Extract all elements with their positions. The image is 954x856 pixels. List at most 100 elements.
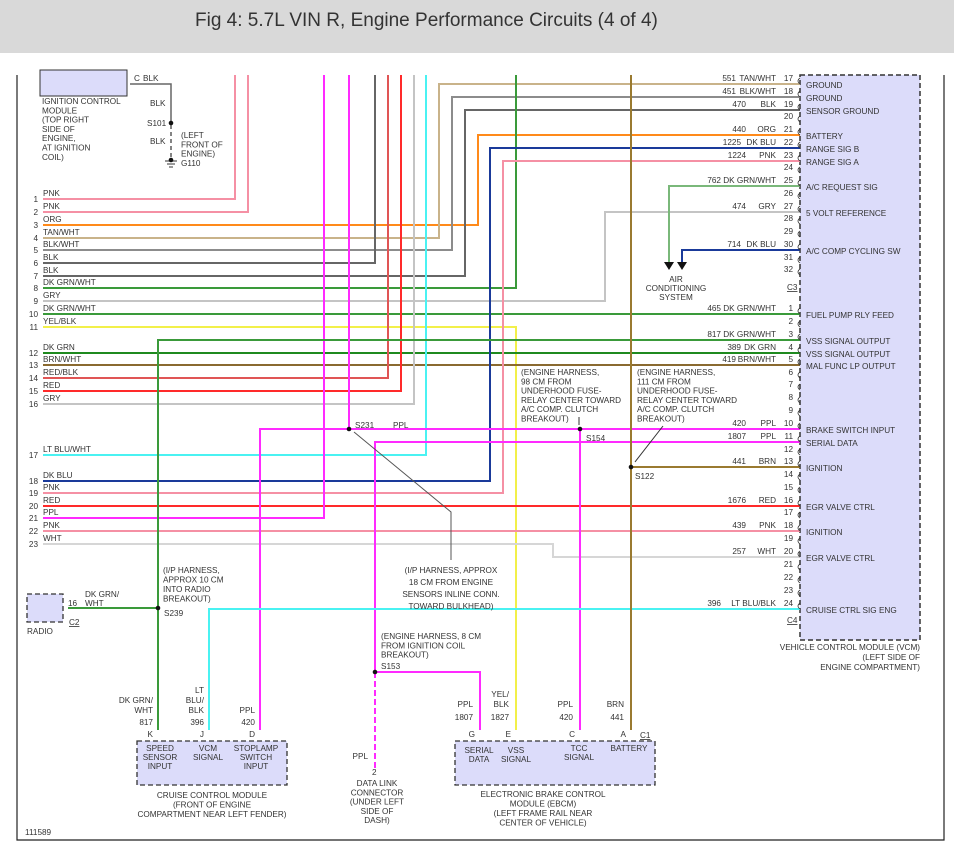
vcm-pin-number: 13: [784, 457, 794, 466]
splice-label: S153: [381, 662, 401, 671]
ground-note: FRONT OF: [181, 140, 223, 149]
pin-terminal-icon: [797, 435, 801, 443]
circuit-number: 420: [241, 718, 255, 727]
pin-terminal-icon: [797, 256, 801, 264]
left-pin-number: 6: [33, 259, 38, 268]
wire-420-brake: [259, 428, 800, 730]
vcm-circuit-number: 439: [732, 521, 746, 530]
vcm-pin-function: FUEL PUMP RLY FEED: [806, 311, 894, 320]
vcm-circuit-number: 389: [727, 343, 741, 352]
wire-color-label: PPL: [458, 700, 474, 709]
vcm-pin-function: BRAKE SWITCH INPUT: [806, 426, 895, 435]
pin-terminal-icon: [797, 307, 801, 315]
pin-terminal-icon: [797, 589, 801, 597]
cruise-pin-function: SIGNAL: [193, 753, 223, 762]
left-wire-color: PNK: [43, 189, 60, 198]
cruise-module-caption: CRUISE CONTROL MODULE: [157, 791, 268, 800]
vcm-circuit-number: 440: [732, 125, 746, 134]
left-wire-color: PNK: [43, 521, 60, 530]
wire-blk-7: [43, 109, 800, 277]
left-wire-color: PNK: [43, 202, 60, 211]
radio-wire-color: DK GRN/: [85, 590, 120, 599]
pin-terminal-icon: [797, 576, 801, 584]
wire-color-label: BLK: [494, 700, 510, 709]
radio-pin: 16: [68, 599, 78, 608]
wire-tan-wht-4: [43, 83, 800, 239]
ignition-wire-color: BLK: [143, 74, 159, 83]
left-wire-color: PNK: [43, 483, 60, 492]
connector-label-c4: C4: [787, 616, 798, 625]
ebcm-pin-function: TCC: [571, 744, 588, 753]
splice-label: S122: [635, 472, 655, 481]
pin-terminal-icon: [797, 563, 801, 571]
pin-terminal-icon: [797, 383, 801, 391]
pin-terminal-icon: [797, 499, 801, 507]
splice-note: (I/P HARNESS,: [163, 566, 220, 575]
vcm-wire-color: TAN/WHT: [739, 74, 776, 83]
vcm-pin-number: 19: [784, 534, 794, 543]
radio-connector-label: C2: [69, 618, 80, 627]
wire-dk-grn-wht-8: [43, 75, 517, 289]
pin-terminal-icon: [797, 422, 801, 430]
vcm-pin-function: RANGE SIG B: [806, 145, 860, 154]
pin-terminal-icon: [797, 77, 801, 85]
vcm-pin-function: SERIAL DATA: [806, 439, 858, 448]
vcm-pin-function: CRUISE CTRL SIG ENG: [806, 606, 897, 615]
left-pin-number: 16: [29, 400, 39, 409]
ignition-module-caption: (TOP RIGHT: [42, 116, 89, 125]
splice-s122: [628, 464, 634, 470]
wire-color-label: WHT: [134, 706, 153, 715]
vcm-pin-number: 23: [784, 151, 794, 160]
vcm-circuit-number: 465: [707, 304, 721, 313]
ignition-module-caption: COIL): [42, 153, 64, 162]
left-pin-number: 8: [33, 284, 38, 293]
wire-pnk-1: [43, 75, 236, 200]
ebcm-pin-letter: G: [469, 730, 475, 739]
vcm-wire-color: BRN: [759, 457, 776, 466]
vcm-pin-number: 10: [784, 419, 794, 428]
splice-note: (ENGINE HARNESS, 8 CM: [381, 632, 481, 641]
splice-label: S239: [164, 609, 184, 618]
splice-s154: [577, 426, 583, 432]
splice-note: BREAKOUT): [637, 415, 685, 424]
pin-terminal-icon: [797, 460, 801, 468]
splice-s153: [372, 669, 378, 675]
left-wire-color: WHT: [43, 534, 62, 543]
vcm-pin-number: 21: [784, 560, 794, 569]
vcm-circuit-number: 441: [732, 457, 746, 466]
cruise-pin-function: STOPLAMP: [234, 744, 279, 753]
pin-terminal-icon: [797, 205, 801, 213]
vcm-pin-function: 5 VOLT REFERENCE: [806, 209, 887, 218]
vcm-pin-number: 8: [788, 393, 793, 402]
circuit-number: 1827: [491, 713, 510, 722]
ignition-module-caption: MODULE: [42, 106, 78, 115]
circuit-number: 441: [610, 713, 624, 722]
wire-wht-23: [43, 543, 800, 558]
vcm-circuit-number: 420: [732, 419, 746, 428]
vcm-circuit-number: 257: [732, 547, 746, 556]
dlc-caption: CONNECTOR: [351, 788, 404, 797]
wire-714-ac-cycling: [681, 249, 800, 262]
left-pin-number: 13: [29, 361, 39, 370]
splice-note: 98 CM FROM: [521, 377, 572, 386]
vcm-pin-function: EGR VALVE CTRL: [806, 503, 875, 512]
splice-note: TOWARD BULKHEAD): [408, 602, 493, 611]
pin-terminal-icon: [797, 448, 801, 456]
ebcm-caption: CENTER OF VEHICLE): [499, 819, 587, 828]
vcm-pin-function: VSS SIGNAL OUTPUT: [806, 337, 890, 346]
vcm-circuit-number: 1676: [728, 496, 747, 505]
wire-dk-blu-18: [43, 147, 800, 482]
vcm-circuit-number: 396: [707, 599, 721, 608]
vcm-pin-number: 9: [788, 406, 793, 415]
left-wire-color: LT BLU/WHT: [43, 445, 91, 454]
connector-label-c3: C3: [787, 283, 798, 292]
ground-note: ENGINE): [181, 150, 215, 159]
cruise-pin-function: INPUT: [244, 762, 269, 771]
splice-note: INTO RADIO: [163, 585, 211, 594]
vcm-pin-number: 16: [784, 496, 794, 505]
vcm-pin-number: 3: [788, 330, 793, 339]
splice-note: FROM IGNITION COIL: [381, 641, 466, 650]
splice-note: (ENGINE HARNESS,: [637, 368, 715, 377]
splice-note: 111 CM FROM: [637, 377, 691, 386]
pin-terminal-icon: [797, 115, 801, 123]
